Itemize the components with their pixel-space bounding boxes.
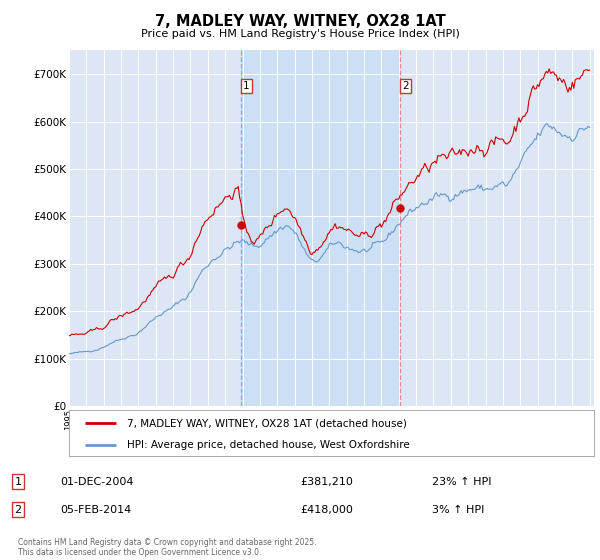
Text: 23% ↑ HPI: 23% ↑ HPI <box>432 477 491 487</box>
Text: HPI: Average price, detached house, West Oxfordshire: HPI: Average price, detached house, West… <box>127 440 409 450</box>
Bar <box>241 50 400 406</box>
Text: Price paid vs. HM Land Registry's House Price Index (HPI): Price paid vs. HM Land Registry's House … <box>140 29 460 39</box>
Text: 3% ↑ HPI: 3% ↑ HPI <box>432 505 484 515</box>
Text: 2: 2 <box>14 505 22 515</box>
Text: 1: 1 <box>14 477 22 487</box>
Text: £418,000: £418,000 <box>300 505 353 515</box>
Text: 7, MADLEY WAY, WITNEY, OX28 1AT: 7, MADLEY WAY, WITNEY, OX28 1AT <box>155 14 445 29</box>
Text: 1: 1 <box>243 81 250 91</box>
Text: 05-FEB-2014: 05-FEB-2014 <box>60 505 131 515</box>
Text: 7, MADLEY WAY, WITNEY, OX28 1AT (detached house): 7, MADLEY WAY, WITNEY, OX28 1AT (detache… <box>127 418 407 428</box>
Text: 2: 2 <box>402 81 409 91</box>
Text: 01-DEC-2004: 01-DEC-2004 <box>60 477 133 487</box>
Text: £381,210: £381,210 <box>300 477 353 487</box>
Text: Contains HM Land Registry data © Crown copyright and database right 2025.
This d: Contains HM Land Registry data © Crown c… <box>18 538 317 557</box>
